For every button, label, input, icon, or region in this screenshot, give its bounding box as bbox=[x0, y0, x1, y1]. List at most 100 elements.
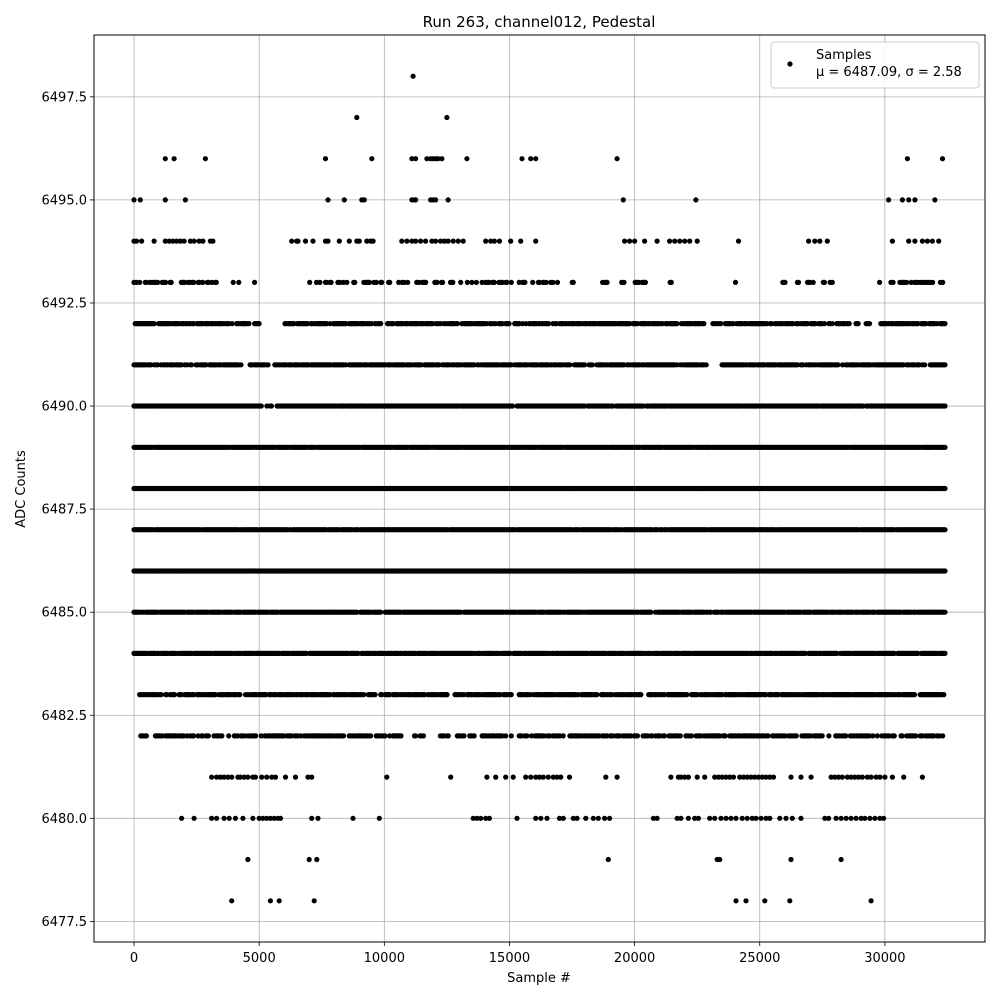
data-point bbox=[693, 197, 699, 203]
data-point bbox=[344, 279, 350, 285]
data-point bbox=[829, 279, 835, 285]
data-point bbox=[182, 197, 188, 203]
data-point bbox=[325, 238, 331, 244]
data-point bbox=[168, 279, 174, 285]
data-point bbox=[550, 279, 556, 285]
data-point bbox=[942, 527, 948, 533]
data-point bbox=[256, 321, 262, 327]
data-point bbox=[509, 403, 516, 409]
data-point bbox=[642, 279, 649, 285]
data-point bbox=[904, 156, 911, 162]
data-point bbox=[782, 279, 788, 285]
data-point bbox=[404, 238, 410, 244]
data-point bbox=[170, 238, 176, 244]
data-point bbox=[829, 321, 835, 327]
data-point bbox=[354, 114, 360, 121]
data-point bbox=[356, 238, 362, 244]
data-point bbox=[361, 197, 367, 203]
data-point bbox=[236, 279, 242, 285]
data-point bbox=[366, 279, 372, 285]
data-point bbox=[942, 485, 948, 492]
data-point bbox=[817, 238, 823, 244]
data-point bbox=[929, 238, 936, 244]
data-point bbox=[346, 238, 352, 244]
data-point bbox=[328, 279, 334, 285]
data-point bbox=[295, 238, 301, 244]
data-point bbox=[506, 321, 512, 327]
data-point bbox=[409, 156, 415, 162]
data-point bbox=[942, 568, 948, 574]
data-point bbox=[162, 238, 168, 244]
data-point bbox=[229, 321, 235, 327]
data-point bbox=[906, 238, 912, 244]
data-point bbox=[166, 238, 172, 244]
data-point bbox=[454, 321, 460, 327]
data-point bbox=[387, 279, 393, 285]
data-point bbox=[654, 238, 660, 244]
data-point bbox=[674, 321, 680, 327]
data-point bbox=[677, 238, 683, 244]
data-point bbox=[423, 238, 429, 244]
data-point bbox=[410, 73, 416, 79]
data-point bbox=[213, 279, 219, 285]
data-point bbox=[423, 279, 429, 285]
data-point bbox=[373, 279, 379, 285]
data-point bbox=[846, 321, 852, 327]
data-point bbox=[188, 362, 195, 368]
data-point bbox=[866, 321, 873, 327]
data-point bbox=[582, 362, 588, 368]
data-point bbox=[191, 279, 197, 285]
data-point bbox=[289, 238, 295, 244]
data-point bbox=[627, 238, 633, 244]
data-point bbox=[932, 197, 938, 203]
data-point bbox=[904, 279, 910, 285]
data-point bbox=[835, 362, 841, 368]
data-point bbox=[886, 197, 892, 203]
data-point bbox=[912, 238, 918, 244]
data-point bbox=[694, 238, 700, 244]
data-point bbox=[667, 238, 673, 244]
data-point bbox=[464, 156, 470, 162]
data-point bbox=[413, 238, 419, 244]
data-point bbox=[455, 238, 461, 244]
chart-title: Run 263, channel012, Pedestal bbox=[423, 13, 656, 31]
data-point bbox=[620, 197, 626, 203]
data-point bbox=[518, 238, 524, 244]
data-point bbox=[545, 321, 552, 327]
data-point bbox=[604, 279, 610, 285]
data-point bbox=[137, 197, 143, 203]
data-point bbox=[450, 238, 456, 244]
data-point bbox=[469, 279, 475, 285]
data-point bbox=[409, 238, 415, 244]
data-point bbox=[496, 238, 503, 244]
data-point bbox=[364, 238, 370, 244]
data-point bbox=[163, 279, 169, 285]
data-point bbox=[824, 238, 830, 244]
data-point bbox=[942, 321, 948, 327]
data-point bbox=[137, 279, 143, 285]
data-point bbox=[424, 156, 430, 162]
data-point bbox=[352, 279, 358, 285]
data-point bbox=[504, 279, 510, 285]
data-point bbox=[942, 444, 948, 450]
data-point bbox=[325, 197, 331, 203]
data-point bbox=[519, 156, 525, 162]
data-point bbox=[196, 238, 202, 244]
data-point bbox=[806, 238, 812, 244]
data-point bbox=[936, 238, 942, 244]
data-point bbox=[187, 238, 193, 244]
data-point bbox=[632, 238, 638, 244]
data-point bbox=[268, 403, 274, 409]
data-point bbox=[522, 279, 528, 285]
data-point bbox=[341, 197, 347, 203]
data-point bbox=[336, 238, 342, 244]
data-point bbox=[940, 279, 946, 285]
data-point bbox=[491, 238, 497, 244]
data-point bbox=[464, 279, 470, 285]
data-point bbox=[890, 279, 896, 285]
data-point bbox=[310, 238, 316, 244]
data-point bbox=[405, 279, 411, 285]
data-point bbox=[703, 362, 709, 368]
data-point bbox=[899, 197, 906, 203]
